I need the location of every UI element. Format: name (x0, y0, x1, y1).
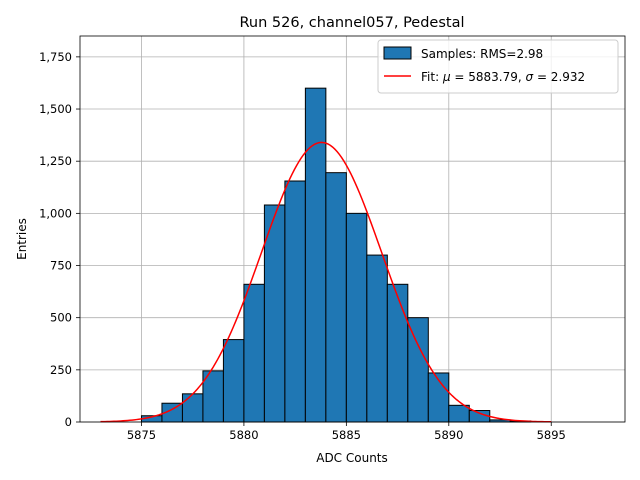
chart-title: Run 526, channel057, Pedestal (239, 15, 464, 31)
histogram-bar (181, 393, 204, 423)
y-axis-label: Entries (15, 218, 29, 260)
legend: Samples: RMS=2.98 Fit: μ = 5883.79, σ = … (377, 39, 619, 94)
histogram-bar (222, 339, 245, 423)
legend-label-samples: Samples: RMS=2.98 (421, 47, 543, 61)
histogram-bar (325, 172, 347, 423)
y-axis-ticks: 0 250 500 750 1,000 1,250 1,500 1,750 (39, 50, 80, 429)
histogram-bars (140, 87, 532, 423)
x-tick-label: 5895 (537, 428, 566, 442)
plot-frame (79, 35, 626, 423)
legend-label-fit: Fit: μ = 5883.79, σ = 2.932 (421, 70, 585, 84)
histogram-bar (284, 180, 306, 423)
y-tick-label: 500 (50, 311, 72, 325)
x-axis-ticks: 5875 5880 5885 5890 5895 (127, 422, 566, 442)
legend-box (377, 39, 619, 94)
x-axis-label: ADC Counts (316, 451, 388, 465)
y-tick-label: 250 (50, 363, 72, 377)
y-tick-label: 1,500 (39, 102, 72, 116)
histogram-bar (243, 283, 265, 423)
x-tick-label: 5890 (434, 428, 463, 442)
histogram-bar (366, 254, 388, 423)
x-tick-label: 5875 (127, 428, 156, 442)
histogram-bar (304, 87, 327, 423)
y-tick-label: 1,250 (39, 154, 72, 168)
histogram-bar (407, 317, 429, 423)
histogram-bar (448, 404, 470, 423)
y-tick-label: 1,000 (39, 206, 72, 220)
x-tick-label: 5880 (229, 428, 258, 442)
y-tick-label: 1,750 (39, 50, 72, 64)
y-tick-label: 750 (50, 259, 72, 273)
x-tick-label: 5885 (332, 428, 361, 442)
histogram-bar (386, 283, 409, 423)
histogram-bar (345, 212, 368, 423)
y-tick-label: 0 (65, 415, 72, 429)
gaussian-fit-curve (100, 141, 552, 423)
legend-swatch-samples (383, 46, 412, 60)
